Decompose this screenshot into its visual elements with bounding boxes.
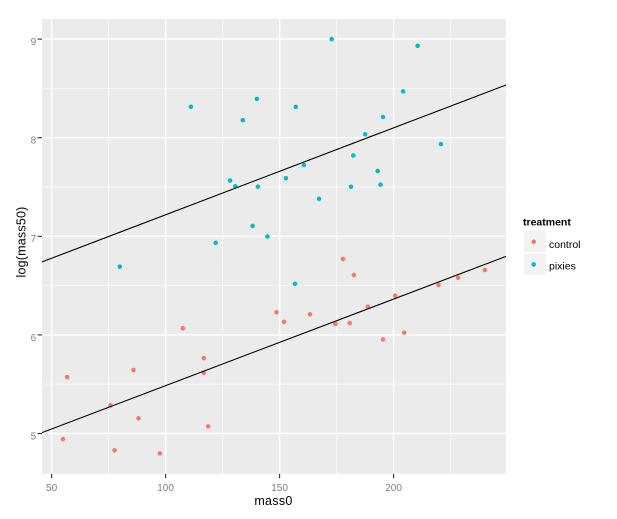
svg-text:7: 7 <box>31 234 37 245</box>
svg-text:5: 5 <box>31 431 37 442</box>
svg-text:log(mass50): log(mass50) <box>15 207 29 278</box>
svg-text:mass0: mass0 <box>254 494 292 508</box>
svg-text:control: control <box>549 239 581 251</box>
svg-text:8: 8 <box>31 136 37 147</box>
svg-text:treatment: treatment <box>523 217 571 229</box>
svg-text:100: 100 <box>157 483 174 494</box>
svg-text:50: 50 <box>46 483 58 494</box>
svg-text:150: 150 <box>271 483 288 494</box>
svg-text:6: 6 <box>31 333 37 344</box>
svg-text:pixies: pixies <box>549 261 576 273</box>
svg-text:9: 9 <box>31 37 37 48</box>
svg-text:200: 200 <box>385 483 402 494</box>
